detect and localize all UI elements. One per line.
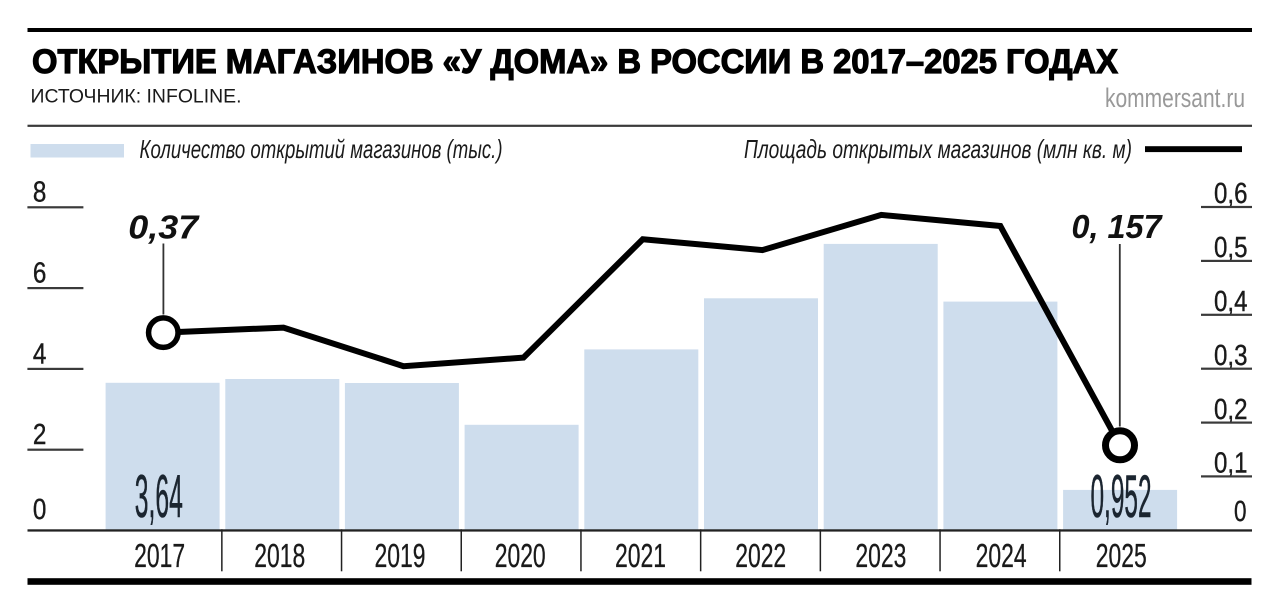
- svg-text:0,1: 0,1: [1214, 448, 1248, 480]
- svg-text:0,3: 0,3: [1214, 340, 1248, 372]
- svg-text:ОТКРЫТИЕ МАГАЗИНОВ «У ДОМА» В: ОТКРЫТИЕ МАГАЗИНОВ «У ДОМА» В РОССИИ В 2…: [32, 43, 1118, 81]
- svg-text:0,2: 0,2: [1214, 394, 1248, 426]
- svg-text:0,4: 0,4: [1214, 286, 1248, 318]
- svg-text:Количество открытий магазинов: Количество открытий магазинов (тыс.): [140, 134, 503, 164]
- svg-text:ИСТОЧНИК: INFOLINE.: ИСТОЧНИК: INFOLINE.: [31, 86, 242, 108]
- svg-text:2024: 2024: [976, 537, 1027, 574]
- svg-text:6: 6: [33, 258, 47, 290]
- svg-text:8: 8: [33, 177, 47, 209]
- svg-text:0,6: 0,6: [1214, 178, 1248, 210]
- svg-text:2018: 2018: [254, 537, 305, 574]
- svg-text:4: 4: [33, 338, 47, 370]
- svg-text:0: 0: [33, 494, 47, 526]
- svg-text:2021: 2021: [615, 537, 666, 574]
- svg-text:2020: 2020: [495, 537, 546, 574]
- svg-text:2019: 2019: [375, 537, 426, 574]
- svg-text:2025: 2025: [1096, 537, 1147, 574]
- svg-text:0: 0: [1234, 496, 1247, 528]
- svg-text:0,5: 0,5: [1214, 232, 1248, 264]
- svg-text:0, 157: 0, 157: [1072, 208, 1164, 245]
- svg-text:2023: 2023: [855, 537, 906, 574]
- svg-text:2017: 2017: [134, 537, 185, 574]
- svg-text:Площадь открытых магазинов (мл: Площадь открытых магазинов (млн кв. м): [744, 134, 1132, 164]
- svg-text:0,37: 0,37: [128, 208, 200, 245]
- svg-text:2: 2: [33, 419, 47, 451]
- svg-text:2022: 2022: [735, 537, 786, 574]
- svg-text:kommersant.ru: kommersant.ru: [1105, 83, 1245, 113]
- svg-text:0,952: 0,952: [1091, 463, 1152, 530]
- svg-text:3,64: 3,64: [135, 463, 183, 530]
